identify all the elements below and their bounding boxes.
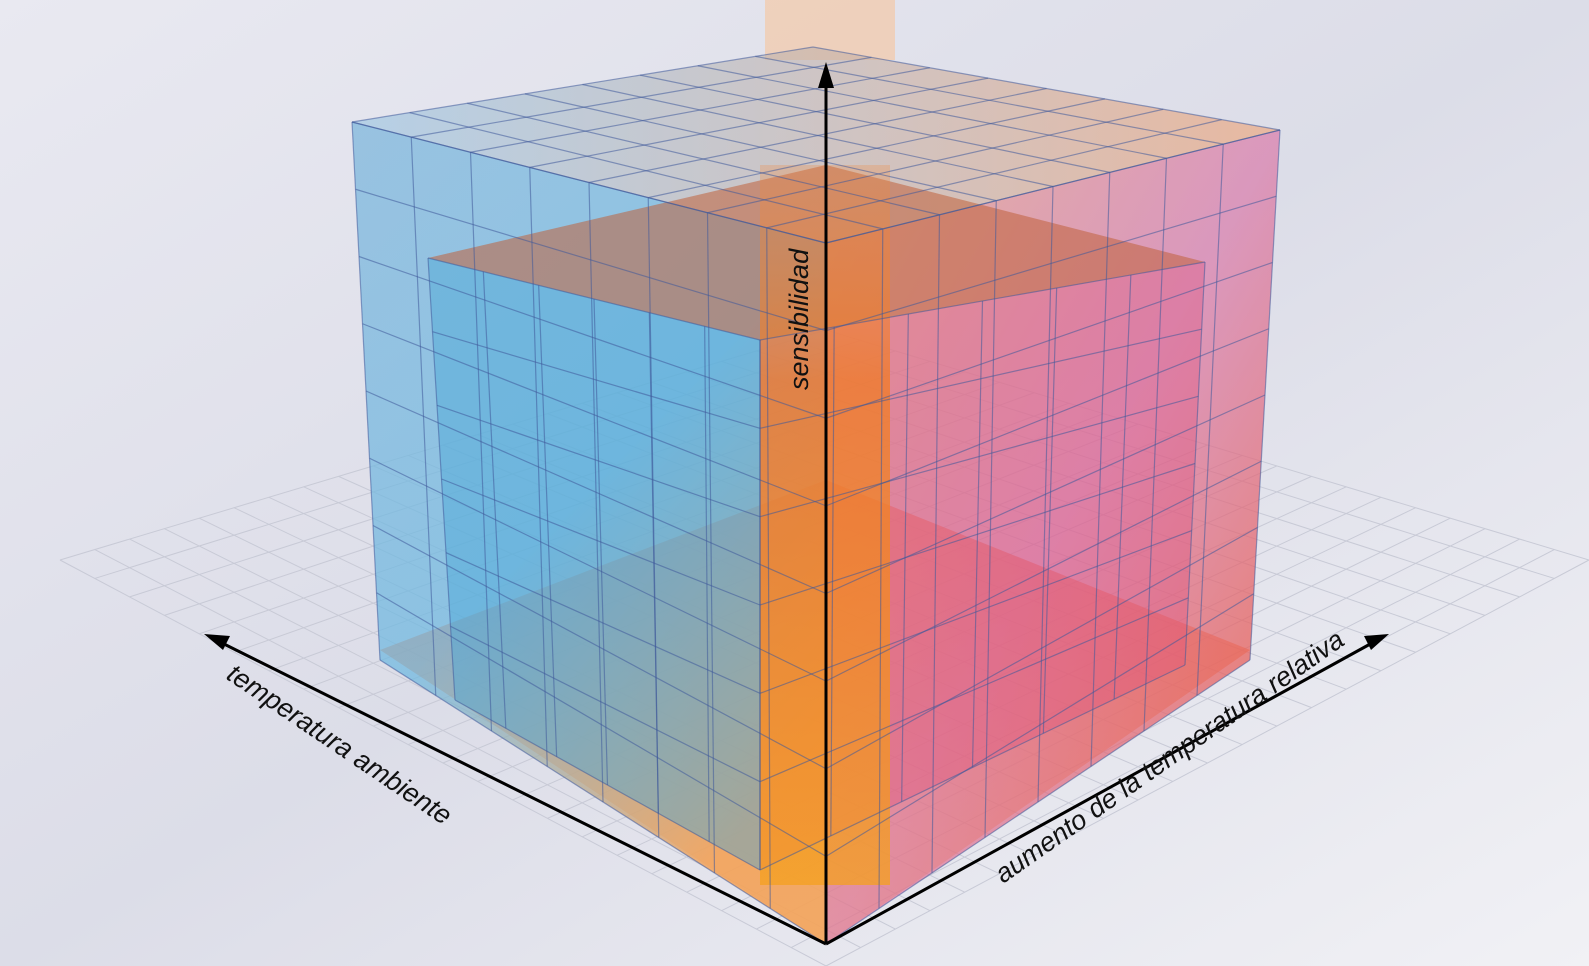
cube-grid [351,46,1281,945]
arrowhead [204,634,230,650]
grid-line [707,108,1164,214]
grid-line [1249,129,1281,661]
arrowhead [818,62,834,88]
grid-line [1184,261,1206,666]
grid-line [825,559,1589,966]
grid-line [825,659,1251,945]
grid-line [755,55,1224,145]
inner-left-face [428,258,760,870]
grid-line [766,227,771,909]
grid-line [454,699,761,871]
grid-line [825,526,1258,770]
grid-line [825,394,1266,595]
grid-line [640,74,1110,173]
right-axis [825,641,1373,946]
grid-line [825,593,1255,857]
grid-line [697,65,1167,159]
grid-line [706,212,716,874]
grid-line [372,524,827,770]
axes [204,62,1389,946]
grid-line [766,119,1222,229]
grid-line [379,659,827,945]
grid-line [648,98,1106,199]
grid-line [1143,158,1168,732]
grid-line [369,457,827,682]
grid-line [1196,144,1224,696]
grid-line [1090,172,1111,767]
grid-line [759,664,1186,871]
grid-line [812,46,1281,131]
grid-line [450,625,761,783]
outer-right-face [826,130,1280,944]
outer-top-face [352,47,1280,243]
arrowhead [1364,634,1389,650]
axis-label: sensibilidad [784,248,814,390]
grid-line [825,460,1262,682]
grid-line [759,597,1189,783]
grid-line [825,129,1281,244]
left-axis [221,641,827,946]
grid-line [588,87,1047,184]
grid-line [365,390,827,595]
